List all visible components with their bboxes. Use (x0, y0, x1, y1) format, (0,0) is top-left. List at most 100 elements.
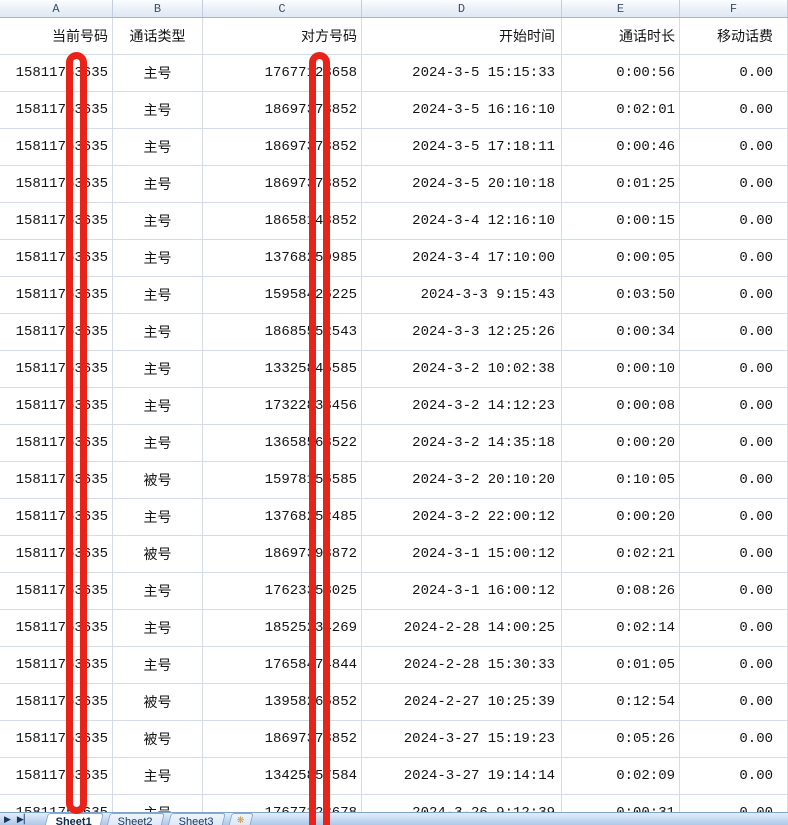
cell-counterpart-number[interactable]: 17322838456 (203, 388, 362, 425)
cell-call-type[interactable]: 主号 (113, 277, 203, 314)
cell-start-time[interactable]: 2024-2-28 15:30:33 (362, 647, 562, 684)
cell-current-number[interactable]: 15811753635 (0, 203, 113, 240)
cell-duration[interactable]: 0:02:14 (562, 610, 680, 647)
cell-duration[interactable]: 0:08:26 (562, 573, 680, 610)
cell-start-time[interactable]: 2024-3-2 10:02:38 (362, 351, 562, 388)
cell-mobile-fee[interactable]: 0.00 (680, 240, 788, 277)
cell-duration[interactable]: 0:00:56 (562, 55, 680, 92)
cell-mobile-fee[interactable]: 0.00 (680, 721, 788, 758)
cell-call-type[interactable]: 主号 (113, 314, 203, 351)
cell-counterpart-number[interactable]: 13325845585 (203, 351, 362, 388)
cell-mobile-fee[interactable]: 0.00 (680, 277, 788, 314)
cell-call-type[interactable]: 被号 (113, 462, 203, 499)
cell-counterpart-number[interactable]: 18697378852 (203, 92, 362, 129)
cell-call-type[interactable]: 主号 (113, 240, 203, 277)
cell-mobile-fee[interactable]: 0.00 (680, 499, 788, 536)
cell-start-time[interactable]: 2024-3-1 16:00:12 (362, 573, 562, 610)
field-header-mobile-fee[interactable]: 移动话费 (680, 18, 788, 55)
cell-start-time[interactable]: 2024-3-5 15:15:33 (362, 55, 562, 92)
cell-counterpart-number[interactable]: 17677123658 (203, 55, 362, 92)
cell-mobile-fee[interactable]: 0.00 (680, 573, 788, 610)
sheet-tab-sheet1[interactable]: Sheet1 (41, 813, 104, 825)
cell-start-time[interactable]: 2024-3-5 17:18:11 (362, 129, 562, 166)
cell-counterpart-number[interactable]: 18697398872 (203, 536, 362, 573)
cell-duration[interactable]: 0:01:05 (562, 647, 680, 684)
column-header-b[interactable]: B (113, 0, 203, 17)
cell-current-number[interactable]: 15811753635 (0, 92, 113, 129)
column-header-f[interactable]: F (680, 0, 788, 17)
cell-start-time[interactable]: 2024-3-5 20:10:18 (362, 166, 562, 203)
cell-current-number[interactable]: 15811753635 (0, 351, 113, 388)
cell-duration[interactable]: 0:05:26 (562, 721, 680, 758)
cell-mobile-fee[interactable]: 0.00 (680, 203, 788, 240)
cell-duration[interactable]: 0:00:46 (562, 129, 680, 166)
field-header-current-number[interactable]: 当前号码 (0, 18, 113, 55)
cell-current-number[interactable]: 15811753635 (0, 647, 113, 684)
tab-nav-last-icon[interactable]: ▶▏ (16, 814, 31, 824)
cell-current-number[interactable]: 15811753635 (0, 277, 113, 314)
sheet-tab-sheet3[interactable]: Sheet3 (164, 813, 226, 825)
cell-mobile-fee[interactable]: 0.00 (680, 758, 788, 795)
column-header-d[interactable]: D (362, 0, 562, 17)
cell-mobile-fee[interactable]: 0.00 (680, 351, 788, 388)
column-header-e[interactable]: E (562, 0, 680, 17)
field-header-call-type[interactable]: 通话类型 (113, 18, 203, 55)
cell-current-number[interactable]: 15811753635 (0, 240, 113, 277)
cell-counterpart-number[interactable]: 18697378852 (203, 721, 362, 758)
cell-mobile-fee[interactable]: 0.00 (680, 314, 788, 351)
cell-current-number[interactable]: 15811753635 (0, 721, 113, 758)
cell-counterpart-number[interactable]: 18658148852 (203, 203, 362, 240)
cell-call-type[interactable]: 主号 (113, 610, 203, 647)
cell-call-type[interactable]: 主号 (113, 388, 203, 425)
cell-duration[interactable]: 0:00:20 (562, 425, 680, 462)
cell-current-number[interactable]: 15811753635 (0, 166, 113, 203)
cell-counterpart-number[interactable]: 18697378852 (203, 166, 362, 203)
cell-current-number[interactable]: 15811753635 (0, 425, 113, 462)
cell-call-type[interactable]: 主号 (113, 425, 203, 462)
cell-start-time[interactable]: 2024-3-1 15:00:12 (362, 536, 562, 573)
cell-start-time[interactable]: 2024-3-2 14:35:18 (362, 425, 562, 462)
cell-duration[interactable]: 0:00:08 (562, 388, 680, 425)
cell-counterpart-number[interactable]: 17623358025 (203, 573, 362, 610)
cell-duration[interactable]: 0:00:15 (562, 203, 680, 240)
cell-current-number[interactable]: 15811753635 (0, 610, 113, 647)
cell-start-time[interactable]: 2024-3-3 12:25:26 (362, 314, 562, 351)
field-header-duration[interactable]: 通话时长 (562, 18, 680, 55)
cell-start-time[interactable]: 2024-3-4 12:16:10 (362, 203, 562, 240)
cell-current-number[interactable]: 15811753635 (0, 314, 113, 351)
cell-counterpart-number[interactable]: 18525234269 (203, 610, 362, 647)
cell-mobile-fee[interactable]: 0.00 (680, 129, 788, 166)
cell-counterpart-number[interactable]: 17658474844 (203, 647, 362, 684)
cell-mobile-fee[interactable]: 0.00 (680, 388, 788, 425)
field-header-counterpart-number[interactable]: 对方号码 (203, 18, 362, 55)
cell-duration[interactable]: 0:10:05 (562, 462, 680, 499)
cell-current-number[interactable]: 15811753635 (0, 129, 113, 166)
cell-current-number[interactable]: 15811753635 (0, 462, 113, 499)
cell-start-time[interactable]: 2024-3-3 9:15:43 (362, 277, 562, 314)
cell-mobile-fee[interactable]: 0.00 (680, 684, 788, 721)
cell-duration[interactable]: 0:02:09 (562, 758, 680, 795)
cell-start-time[interactable]: 2024-3-5 16:16:10 (362, 92, 562, 129)
cell-current-number[interactable]: 15811753635 (0, 388, 113, 425)
cell-current-number[interactable]: 15811753635 (0, 573, 113, 610)
cell-call-type[interactable]: 主号 (113, 166, 203, 203)
cell-counterpart-number[interactable]: 15958426225 (203, 277, 362, 314)
cell-start-time[interactable]: 2024-3-27 15:19:23 (362, 721, 562, 758)
cell-counterpart-number[interactable]: 15978156585 (203, 462, 362, 499)
cell-duration[interactable]: 0:00:05 (562, 240, 680, 277)
cell-counterpart-number[interactable]: 18685552543 (203, 314, 362, 351)
cell-mobile-fee[interactable]: 0.00 (680, 610, 788, 647)
cell-call-type[interactable]: 主号 (113, 203, 203, 240)
cell-current-number[interactable]: 15811753635 (0, 758, 113, 795)
cell-duration[interactable]: 0:01:25 (562, 166, 680, 203)
cell-mobile-fee[interactable]: 0.00 (680, 647, 788, 684)
cell-call-type[interactable]: 被号 (113, 721, 203, 758)
cell-call-type[interactable]: 主号 (113, 351, 203, 388)
cell-call-type[interactable]: 主号 (113, 92, 203, 129)
cell-mobile-fee[interactable]: 0.00 (680, 92, 788, 129)
cell-mobile-fee[interactable]: 0.00 (680, 425, 788, 462)
cell-duration[interactable]: 0:00:10 (562, 351, 680, 388)
cell-duration[interactable]: 0:02:01 (562, 92, 680, 129)
sheet-tab-sheet2[interactable]: Sheet2 (103, 813, 165, 825)
cell-counterpart-number[interactable]: 13768250985 (203, 240, 362, 277)
